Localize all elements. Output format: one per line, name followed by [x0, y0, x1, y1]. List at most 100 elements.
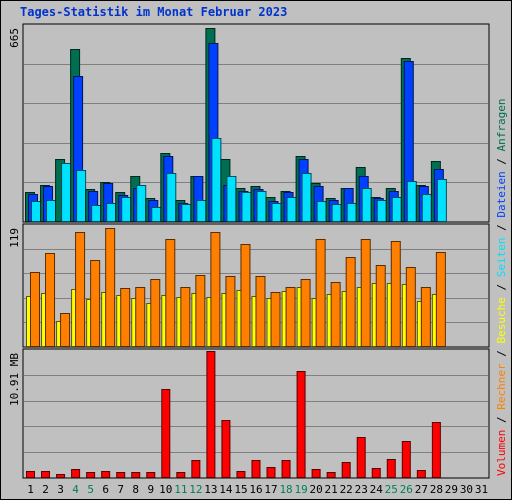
- bar-rechner: [75, 232, 86, 347]
- x-tick-label: 23: [355, 483, 368, 496]
- bar-volumen: [311, 469, 321, 478]
- x-tick-label: 22: [340, 483, 353, 496]
- legend-item-rechner: Rechner: [495, 363, 508, 410]
- legend-item-anfragen: Anfragen: [495, 98, 508, 151]
- chart-title: Tages-Statistik im Monat Februar 2023: [20, 5, 288, 19]
- x-tick-label: 19: [294, 483, 307, 496]
- x-tick-label: 13: [204, 483, 217, 496]
- bar-rechner: [330, 282, 341, 347]
- bar-volumen: [116, 472, 126, 478]
- bar-rechner: [315, 239, 326, 347]
- bar-volumen: [41, 471, 51, 478]
- bar-volumen: [281, 460, 291, 478]
- bar-rechner: [195, 275, 206, 347]
- bar-volumen: [131, 472, 141, 478]
- y-max-label-middle: 119: [8, 228, 21, 248]
- bar-volumen: [221, 420, 231, 478]
- bar-rechner: [390, 241, 401, 347]
- bar-volumen: [386, 459, 396, 478]
- bar-volumen: [146, 472, 156, 478]
- bar-volumen: [356, 437, 366, 478]
- legend-item-volumen: Volumen: [495, 430, 508, 476]
- bar-seiten: [226, 176, 237, 222]
- legend-separator: /: [495, 410, 508, 430]
- bar-rechner: [420, 287, 431, 347]
- x-tick-label: 8: [132, 483, 139, 496]
- legend-item-dateien: Dateien: [495, 171, 508, 217]
- bar-seiten: [301, 173, 312, 222]
- legend-separator: /: [495, 218, 508, 238]
- x-tick-label: 1: [27, 483, 34, 496]
- bar-volumen: [71, 469, 81, 478]
- bar-rechner: [210, 232, 221, 347]
- y-max-label-top: 665: [8, 28, 21, 48]
- bar-seiten: [211, 138, 222, 222]
- bar-volumen: [416, 470, 426, 478]
- x-tick-label: 4: [72, 483, 79, 496]
- bar-seiten: [436, 179, 447, 222]
- bar-seiten: [391, 197, 402, 222]
- bar-seiten: [346, 203, 357, 222]
- bar-seiten: [61, 163, 72, 222]
- legend-item-seiten: Seiten: [495, 238, 508, 278]
- bar-volumen: [251, 460, 261, 478]
- bar-seiten: [121, 197, 132, 222]
- legend-separator: /: [495, 151, 508, 171]
- x-tick-label: 21: [325, 483, 338, 496]
- bar-rechner: [225, 276, 236, 347]
- bar-rechner: [435, 252, 446, 347]
- x-tick-label: 18: [279, 483, 292, 496]
- bar-volumen: [26, 471, 35, 478]
- y-max-label-bottom: 10.91 MB: [8, 353, 21, 406]
- x-tick-label: 31: [475, 483, 488, 496]
- bar-seiten: [31, 201, 41, 222]
- bar-rechner: [360, 239, 371, 347]
- bar-volumen: [326, 472, 336, 478]
- x-tick-label: 9: [147, 483, 154, 496]
- bar-seiten: [46, 200, 57, 222]
- x-tick-label: 14: [219, 483, 233, 496]
- bar-rechner: [345, 257, 356, 347]
- x-tick-label: 30: [460, 483, 473, 496]
- bar-rechner: [270, 292, 281, 347]
- x-tick-label: 16: [249, 483, 262, 496]
- x-tick-label: 12: [189, 483, 202, 496]
- x-tick-label: 7: [117, 483, 124, 496]
- x-tick-label: 2: [42, 483, 49, 496]
- x-tick-label: 3: [57, 483, 64, 496]
- bar-rechner: [285, 287, 296, 347]
- legend-separator: /: [495, 277, 508, 297]
- bar-rechner: [255, 276, 266, 347]
- bar-volumen: [101, 471, 111, 478]
- bar-seiten: [181, 204, 192, 222]
- legend-separator: /: [495, 344, 508, 364]
- bar-volumen: [296, 371, 306, 478]
- bar-seiten: [361, 188, 372, 222]
- bar-seiten: [76, 170, 87, 222]
- bar-volumen: [191, 460, 201, 478]
- bar-seiten: [271, 203, 282, 222]
- bar-volumen: [86, 472, 96, 478]
- bar-rechner: [300, 279, 311, 347]
- bar-volumen: [341, 462, 351, 478]
- bar-seiten: [316, 201, 327, 222]
- bar-rechner: [105, 228, 116, 347]
- x-tick-label: 25: [385, 483, 398, 496]
- bar-volumen: [401, 441, 411, 478]
- bar-seiten: [406, 181, 417, 222]
- bar-seiten: [421, 194, 432, 222]
- bar-volumen: [176, 472, 186, 478]
- bar-rechner: [90, 260, 101, 347]
- x-tick-label: 28: [430, 483, 443, 496]
- bar-volumen: [431, 422, 441, 478]
- x-tick-label: 5: [87, 483, 94, 496]
- bar-seiten: [256, 191, 267, 222]
- bar-rechner: [30, 272, 40, 347]
- bar-rechner: [165, 239, 176, 347]
- bar-volumen: [266, 467, 276, 478]
- bar-seiten: [106, 203, 117, 222]
- bar-volumen: [56, 474, 66, 478]
- x-tick-label: 17: [264, 483, 277, 496]
- x-tick-label: 11: [174, 483, 187, 496]
- panel-bottom-frame: [22, 348, 490, 479]
